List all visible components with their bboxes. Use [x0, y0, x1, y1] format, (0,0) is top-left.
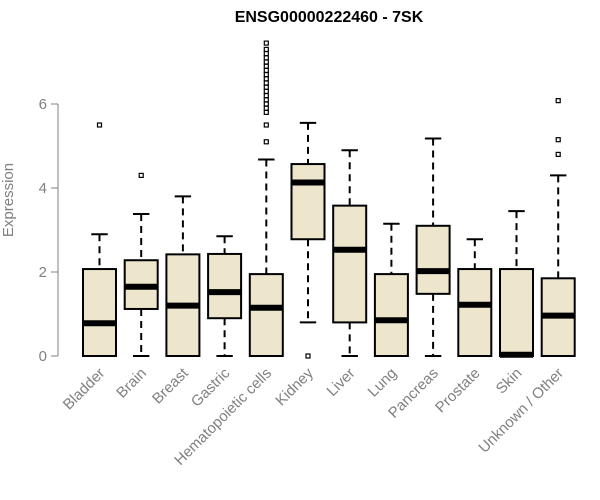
x-tick-label: Lung	[365, 365, 401, 401]
outlier-point	[263, 59, 269, 65]
box-prostate	[457, 238, 493, 357]
box-rect	[82, 268, 117, 357]
chart-title: ENSG00000222460 - 7SK	[235, 9, 424, 26]
y-tick-label: 2	[39, 264, 47, 281]
x-tick-label: Breast	[149, 364, 192, 407]
box-lung	[373, 222, 409, 358]
outlier-point	[96, 122, 103, 128]
outlier-point	[555, 151, 561, 157]
outlier-point	[263, 139, 269, 145]
box-rect	[373, 273, 409, 358]
outlier-point	[263, 40, 269, 46]
outlier-point	[263, 105, 269, 111]
box-unknown-other	[540, 98, 576, 357]
outlier-point	[263, 92, 269, 99]
box-rect	[207, 252, 243, 320]
box-pancreas	[415, 137, 451, 357]
outlier-point	[138, 172, 144, 178]
outlier-point	[263, 122, 269, 128]
x-tick-label: Brain	[113, 365, 150, 402]
outlier-point	[263, 80, 269, 86]
outlier-point	[305, 353, 311, 359]
box-skin	[499, 210, 534, 358]
x-tick-label: Bladder	[60, 365, 109, 414]
box-liver	[332, 149, 368, 357]
y-axis: 0 2 4 6	[39, 96, 59, 365]
y-tick-label: 4	[39, 180, 47, 197]
box-gastric	[207, 235, 243, 357]
x-tick-label: Kidney	[272, 364, 317, 409]
box-breast	[165, 195, 201, 357]
y-axis-label: Expression	[0, 163, 17, 237]
box-kidney	[290, 121, 326, 359]
outlier-point	[263, 88, 269, 95]
outlier-point	[263, 55, 269, 61]
outlier-point	[263, 63, 269, 69]
box-rect	[457, 268, 493, 357]
x-tick-label: Liver	[324, 365, 359, 400]
outlier-point	[263, 101, 269, 107]
outlier-point	[263, 76, 269, 82]
outlier-point	[263, 50, 269, 57]
outlier-point	[555, 137, 561, 143]
outlier-point	[263, 67, 269, 74]
box-rect	[248, 273, 284, 358]
outlier-point	[555, 98, 561, 104]
outlier-point	[263, 97, 269, 103]
box-rect	[332, 204, 368, 324]
outlier-point	[263, 71, 269, 78]
outlier-point	[263, 46, 269, 53]
x-tick-label: Skin	[493, 365, 526, 398]
box-hematopoietic-cells	[248, 40, 284, 358]
x-tick-label: Prostate	[432, 365, 484, 417]
box-brain	[123, 172, 159, 357]
boxes	[82, 40, 576, 359]
y-tick-label: 0	[39, 348, 47, 365]
outlier-point	[263, 109, 269, 116]
y-tick-label: 6	[39, 96, 47, 113]
box-rect	[499, 268, 534, 357]
box-bladder	[82, 122, 117, 357]
box-rect	[415, 224, 451, 295]
box-rect	[290, 163, 326, 241]
outlier-point	[263, 84, 269, 90]
